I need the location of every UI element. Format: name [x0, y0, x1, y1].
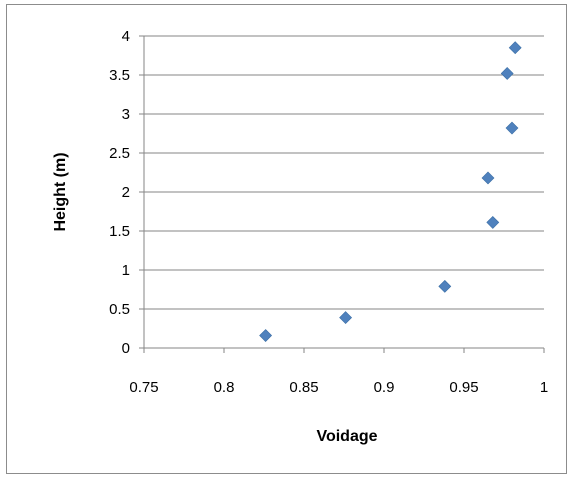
x-tick-label: 0.95 — [449, 379, 478, 396]
y-tick-label: 2 — [122, 184, 130, 201]
y-tick-label: 3.5 — [109, 67, 130, 84]
y-tick-label: 1 — [122, 262, 130, 279]
y-tick-labels: 0 0.5 1 1.5 2 2.5 3 3.5 4 — [109, 28, 130, 357]
x-tick-label: 1 — [540, 379, 548, 396]
data-point — [508, 41, 522, 55]
y-tick-label: 0 — [122, 340, 130, 357]
data-point — [505, 121, 519, 135]
x-tick-label: 0.9 — [374, 379, 395, 396]
data-point — [486, 215, 500, 229]
y-tick-label: 4 — [122, 28, 130, 45]
chart-frame: 0 0.5 1 1.5 2 2.5 3 3.5 4 0.75 0.8 0.85 0.9 0.95 1 Vo… — [6, 4, 567, 474]
axes — [139, 35, 545, 353]
data-point — [481, 171, 495, 185]
y-tick-label: 2.5 — [109, 145, 130, 162]
y-tick-label: 0.5 — [109, 301, 130, 318]
data-point — [339, 311, 353, 325]
x-axis-title: Voidage — [316, 428, 377, 445]
y-tick-label: 3 — [122, 106, 130, 123]
data-points — [259, 41, 522, 342]
x-tick-labels: 0.75 0.8 0.85 0.9 0.95 1 — [129, 379, 548, 396]
x-tick-label: 0.75 — [129, 379, 158, 396]
y-tick-label: 1.5 — [109, 223, 130, 240]
data-point — [438, 279, 452, 293]
x-tick-label: 0.8 — [214, 379, 235, 396]
data-point — [500, 67, 514, 80]
y-axis-title: Height (m) — [52, 152, 69, 231]
data-point — [259, 329, 273, 342]
x-tick-label: 0.85 — [289, 379, 318, 396]
scatter-chart: 0 0.5 1 1.5 2 2.5 3 3.5 4 0.75 0.8 0.85 0.9 0.95 1 Vo… — [52, 28, 548, 445]
gridlines — [144, 35, 544, 310]
